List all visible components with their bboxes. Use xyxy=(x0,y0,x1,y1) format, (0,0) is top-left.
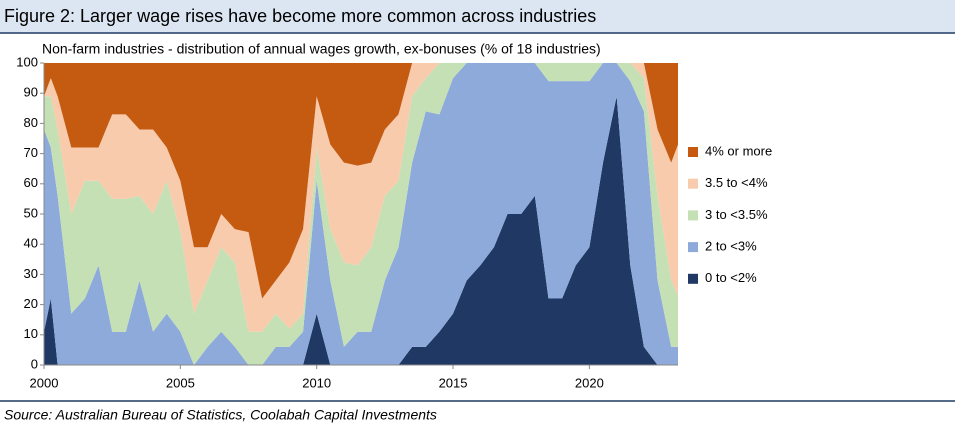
y-tick-label: 30 xyxy=(24,266,38,281)
area xyxy=(44,63,678,332)
legend-swatch xyxy=(688,242,698,253)
title-band xyxy=(0,0,955,33)
legend-label: 2 to <3% xyxy=(705,239,757,254)
area xyxy=(44,63,678,365)
chart-title: Figure 2: Larger wage rises have become … xyxy=(4,6,596,26)
y-tick-label: 40 xyxy=(24,236,38,251)
x-tick-label: 2000 xyxy=(30,375,59,390)
legend-swatch xyxy=(688,147,698,157)
y-tick-label: 70 xyxy=(24,145,38,160)
y-tick-label: 90 xyxy=(24,85,38,100)
x-tick-label: 2015 xyxy=(439,375,468,390)
y-tick-label: 0 xyxy=(31,356,38,371)
legend-swatch xyxy=(688,210,698,221)
y-tick-label: 60 xyxy=(24,175,38,190)
legend-swatch xyxy=(688,273,698,284)
area xyxy=(44,63,678,365)
y-tick-label: 10 xyxy=(24,326,38,341)
legend-swatch xyxy=(688,178,698,189)
legend-label: 0 to <2% xyxy=(705,270,757,285)
legend-label: 4% or more xyxy=(705,143,772,158)
area xyxy=(44,96,678,365)
x-tick-label: 2010 xyxy=(302,375,331,390)
y-tick-label: 50 xyxy=(24,205,38,220)
legend-label: 3.5 to <4% xyxy=(705,175,768,190)
legend-label: 3 to <3.5% xyxy=(705,207,768,222)
source: Source: Australian Bureau of Statistics,… xyxy=(4,407,437,423)
y-tick-label: 100 xyxy=(16,54,38,69)
chart-subtitle: Non-farm industries - distribution of an… xyxy=(42,41,601,57)
x-tick-label: 2020 xyxy=(575,375,604,390)
x-tick-label: 2005 xyxy=(166,375,195,390)
y-tick-label: 20 xyxy=(24,296,38,311)
y-tick-label: 80 xyxy=(24,115,38,130)
area xyxy=(44,63,678,299)
